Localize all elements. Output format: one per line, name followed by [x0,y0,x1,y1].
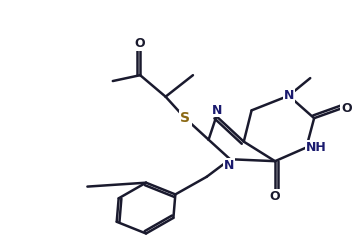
Text: N: N [212,104,222,117]
Text: S: S [180,111,190,125]
Text: O: O [341,102,352,115]
Text: O: O [135,37,145,50]
Text: O: O [270,190,280,203]
Text: N: N [224,159,234,172]
Text: NH: NH [306,141,326,154]
Text: N: N [284,89,294,102]
